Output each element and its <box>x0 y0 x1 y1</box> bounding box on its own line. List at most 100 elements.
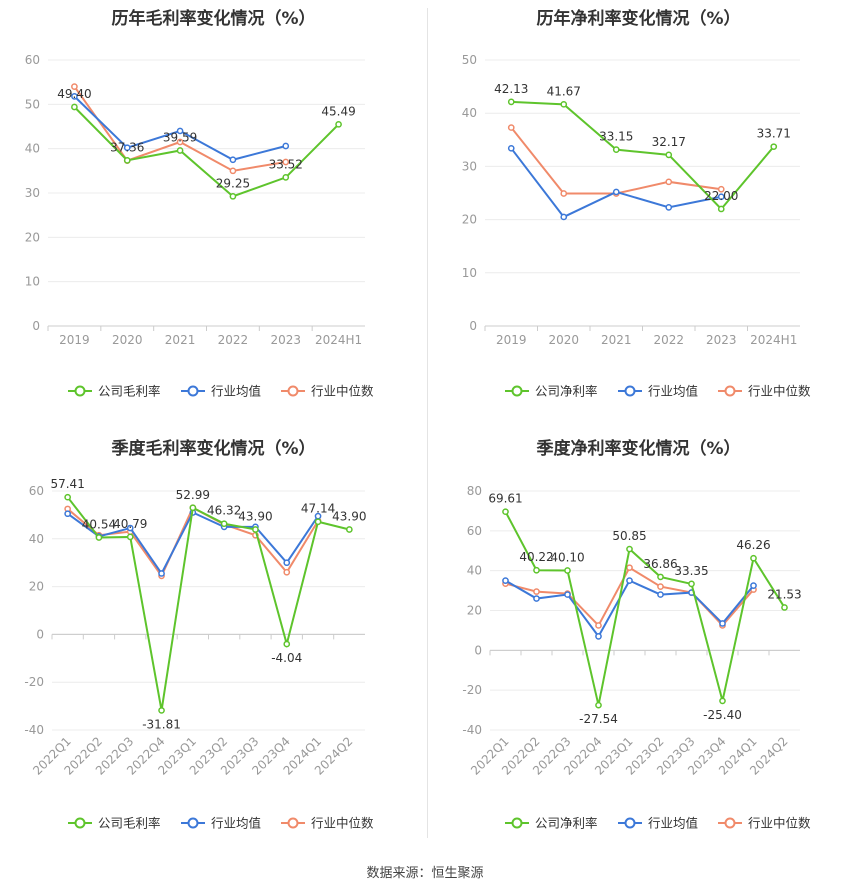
x-tick-label: 2020 <box>112 333 143 347</box>
chart-quarterly-net-margin: -40-200204060802022Q12022Q22022Q32022Q42… <box>462 484 811 831</box>
data-point-company <box>314 518 322 526</box>
y-tick-label: 40 <box>462 106 477 120</box>
data-point-company <box>612 146 620 153</box>
y-tick-label: 40 <box>25 142 40 156</box>
y-tick-label: 10 <box>462 266 477 280</box>
data-point-company <box>507 98 515 106</box>
chart-quarterly-gross-margin: -40-2002040602022Q12022Q22022Q32022Q4202… <box>24 477 374 831</box>
data-point-avg <box>612 188 620 196</box>
data-point-company <box>282 174 290 181</box>
data-label: 36.86 <box>643 557 677 571</box>
legend-item-company[interactable]: 公司毛利率 <box>68 384 161 399</box>
legend-item-median[interactable]: 行业中位数 <box>718 816 811 831</box>
data-label: -27.54 <box>579 712 618 726</box>
legend-item-avg[interactable]: 行业均值 <box>181 384 261 399</box>
chart-annual-net-margin: 0 10 20 30 40 50 2019 2020 2021 2022 2023 2024H1 42.… <box>462 53 811 399</box>
data-point-company <box>719 697 726 705</box>
legend-item-avg[interactable]: 行业均值 <box>181 816 261 831</box>
data-point-company <box>665 151 673 159</box>
data-label: 52.99 <box>176 488 210 502</box>
chart-title-annual-gross: 历年毛利率变化情况（%） <box>111 9 316 29</box>
legend-marker-icon <box>74 385 86 397</box>
data-point-avg <box>657 591 664 598</box>
data-point-company <box>335 120 342 128</box>
legend-item-median[interactable]: 行业中位数 <box>718 384 811 399</box>
x-tick-label: 2024H1 <box>315 333 362 347</box>
data-point-avg <box>560 213 568 221</box>
legend-item-avg[interactable]: 行业均值 <box>618 384 698 399</box>
data-point-avg <box>176 127 184 135</box>
y-tick-label: 0 <box>32 319 40 333</box>
data-label: 46.32 <box>207 504 241 518</box>
data-point-median <box>533 588 540 595</box>
series-line-avg <box>510 147 722 219</box>
legend-label: 公司净利率 <box>535 384 598 399</box>
x-tick-label: 2023 <box>706 333 737 347</box>
legend-marker-icon <box>724 385 736 397</box>
legend-marker-icon <box>511 385 523 397</box>
data-label: 41.67 <box>547 84 581 98</box>
data-label: 40.10 <box>550 550 584 564</box>
x-tick-label: 2021 <box>165 333 196 347</box>
legend-marker-icon <box>287 817 299 829</box>
data-label: 32.17 <box>652 135 686 149</box>
data-point-company <box>595 701 602 709</box>
legend-item-company[interactable]: 公司净利率 <box>505 384 598 399</box>
series-line-company <box>504 511 786 706</box>
data-point-median <box>657 583 664 590</box>
y-tick-label: 50 <box>25 97 40 111</box>
series-line-company <box>73 106 340 198</box>
y-tick-label: 0 <box>469 319 477 333</box>
data-point-company <box>283 640 291 648</box>
legend-item-company[interactable]: 公司净利率 <box>505 816 598 831</box>
data-label: 40.79 <box>113 517 147 531</box>
data-point-avg <box>71 93 78 100</box>
data-point-company <box>626 545 633 553</box>
chart-title-annual-net: 历年净利率变化情况（%） <box>536 9 741 29</box>
data-point-company <box>176 147 184 154</box>
data-label: 33.71 <box>757 127 791 141</box>
data-point-company <box>657 573 664 581</box>
legend-marker-icon <box>511 817 523 829</box>
y-tick-label: 20 <box>29 580 44 594</box>
data-point-median <box>507 124 515 131</box>
legend-marker-icon <box>187 817 199 829</box>
data-label: 33.52 <box>269 157 303 171</box>
y-tick-label: 40 <box>29 532 44 546</box>
data-point-company <box>189 504 197 512</box>
data-point-avg <box>626 577 633 584</box>
legend-item-avg[interactable]: 行业均值 <box>618 816 698 831</box>
legend-marker-icon <box>624 817 636 829</box>
y-tick-label: 60 <box>25 53 40 67</box>
data-point-avg <box>665 204 673 211</box>
legend-label: 公司毛利率 <box>98 384 161 399</box>
legend-label: 行业均值 <box>211 816 261 831</box>
y-tick-label: 20 <box>462 213 477 227</box>
legend-item-median[interactable]: 行业中位数 <box>281 384 374 399</box>
y-tick-label: 0 <box>36 627 44 641</box>
y-tick-label: 30 <box>25 186 40 200</box>
data-label: 43.90 <box>238 509 272 523</box>
data-label: 29.25 <box>216 176 250 190</box>
data-point-avg <box>595 633 602 640</box>
y-tick-label: 60 <box>467 524 482 538</box>
data-point-avg <box>126 524 134 532</box>
data-point-avg <box>283 559 291 567</box>
y-tick-label: 10 <box>25 275 40 289</box>
data-point-company <box>688 580 695 588</box>
data-label: 69.61 <box>488 492 522 506</box>
x-tick-label: 2021 <box>601 333 632 347</box>
data-point-company <box>533 566 540 574</box>
legend-marker-icon <box>287 385 299 397</box>
y-tick-label: -40 <box>462 723 482 737</box>
y-tick-label: 80 <box>467 484 482 498</box>
y-tick-label: 20 <box>467 604 482 618</box>
data-label: -4.04 <box>271 651 302 665</box>
legend-item-company[interactable]: 公司毛利率 <box>68 816 161 831</box>
data-point-company <box>564 567 571 574</box>
data-label: 33.35 <box>674 564 708 578</box>
legend-item-median[interactable]: 行业中位数 <box>281 816 374 831</box>
data-point-median <box>283 568 291 576</box>
x-tick-label: 2022 <box>653 333 684 347</box>
legend-label: 行业中位数 <box>748 384 811 399</box>
